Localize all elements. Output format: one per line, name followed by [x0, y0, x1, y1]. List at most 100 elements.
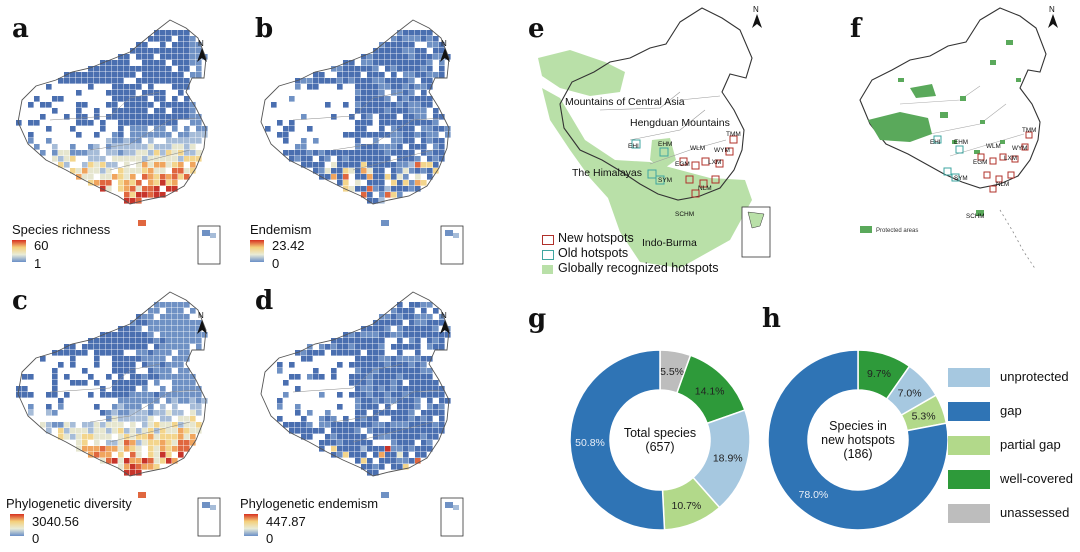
- legend-label-unassessed: unassessed: [1000, 505, 1070, 520]
- panel-label-d: d: [255, 286, 274, 316]
- legend-gradient-b: [250, 240, 264, 262]
- panel-label-f: f: [850, 14, 862, 44]
- map-phylogenetic-diversity: N: [16, 291, 221, 537]
- svg-text:N: N: [441, 39, 447, 48]
- hotspot-label-tmm: TMM: [726, 131, 741, 138]
- panel-label-b: b: [255, 14, 274, 44]
- donut-h-center-text-2: (186): [843, 447, 872, 461]
- legend-swatch-new-hotspots: [542, 235, 554, 245]
- map-species-richness: N: [16, 19, 221, 265]
- f-label-lxm: LXM: [1004, 155, 1017, 162]
- donut-h-slice-label-unprotected: 7.0%: [898, 388, 922, 400]
- legend-label-well-covered: well-covered: [1000, 471, 1073, 486]
- f-label-tmm: TMM: [1022, 127, 1036, 134]
- legend-label-new-hotspots: New hotspots: [558, 231, 634, 245]
- donut-g-slice-label-gap: 50.8%: [575, 437, 605, 449]
- f-label-ehi: EHI: [930, 139, 941, 146]
- legend-min-b: 0: [272, 256, 280, 271]
- legend-title-b: Endemism: [250, 222, 312, 237]
- legend-max-d: 447.87: [266, 514, 306, 529]
- panel-label-e: e: [528, 14, 545, 44]
- hotspot-label-sym: SYM: [658, 177, 672, 184]
- legend-title-d: Phylogenetic endemism: [240, 496, 379, 511]
- legend-max-c: 3040.56: [32, 514, 79, 529]
- f-label-wlm: WLM: [986, 143, 1001, 150]
- legend-swatch-well-covered: [948, 470, 990, 489]
- legend-max-a: 60: [34, 238, 49, 253]
- legend-swatch-unassessed: [948, 504, 990, 523]
- svg-text:N: N: [753, 5, 759, 14]
- hotspot-central-asia: [538, 50, 625, 96]
- legend-swatch-old-hotspots: [542, 250, 554, 260]
- donut-chart-total-species: 5.5% 14.1% 18.9% 10.7% 50.8% Total species(65…: [569, 349, 751, 531]
- protected-area-patches: [868, 40, 1021, 216]
- legend-title-a: Species richness: [12, 222, 111, 237]
- hotspot-label-ehm: EHM: [658, 141, 672, 148]
- f-label-egm: EGM: [973, 159, 987, 166]
- map-b-inset: [440, 225, 464, 265]
- legend-min-c: 0: [32, 531, 40, 546]
- map-a-province-lines: [49, 91, 199, 171]
- legend-max-b: 23.42: [272, 238, 305, 253]
- f-label-sym: SYM: [954, 175, 968, 182]
- donut-h-slice-label-partial-gap: 5.3%: [912, 411, 936, 423]
- map-endemism: N: [260, 19, 464, 265]
- map-d-outline: [260, 291, 450, 477]
- map-a-hainan: [138, 220, 146, 226]
- legend-label-old-hotspots: Old hotspots: [558, 246, 629, 260]
- legend-label-gap: gap: [1000, 403, 1022, 418]
- north-arrow-e: N: [752, 5, 762, 28]
- svg-text:N: N: [441, 311, 447, 320]
- map-b-cells: [265, 30, 451, 204]
- map-c-cells: [16, 302, 208, 476]
- china-outline-f: [859, 7, 1047, 189]
- hotspot-label-wlm: WLM: [690, 145, 705, 152]
- region-label-hengduan: Hengduan Mountains: [630, 117, 730, 129]
- legend-label-partial-gap: partial gap: [1000, 437, 1061, 452]
- map-d-cells: [277, 302, 451, 476]
- donut-h-center-text-0: Species in: [829, 419, 887, 433]
- region-label-himalayas: The Himalayas: [572, 167, 642, 179]
- svg-text:N: N: [198, 39, 204, 48]
- map-d-north-arrow: N: [440, 311, 450, 334]
- legend-gradient-c: [10, 514, 24, 536]
- map-d-inset: [440, 497, 464, 537]
- f-label-nlm: NLM: [996, 181, 1009, 188]
- map-b-hainan: [381, 220, 389, 226]
- legend-swatch-global-hotspots: [542, 265, 553, 274]
- map-a-cells: [16, 30, 208, 204]
- map-protected-areas: EHI EHM WLM TMM WYM EGM LXM SYM NLM SCHM…: [859, 5, 1058, 271]
- inset-box-e: [741, 206, 771, 258]
- donut-g-slice-label-unassessed: 5.5%: [660, 366, 684, 378]
- hotspot-label-lxm: LXM: [708, 159, 721, 166]
- legend-swatch-unprotected: [948, 368, 990, 387]
- north-arrow-f: N: [1048, 5, 1058, 28]
- f-label-ehm: EHM: [954, 139, 968, 146]
- donut-h-slice-gap: [767, 349, 949, 531]
- island-dashes-f: [999, 209, 1037, 271]
- donut-h-slice-label-well-covered: 9.7%: [867, 368, 891, 380]
- f-label-wym: WYM: [1012, 145, 1027, 152]
- legend-gradient-d: [244, 514, 258, 536]
- donut-g-center-text-1: (657): [645, 440, 674, 454]
- map-a-outline: [17, 19, 207, 205]
- map-c-outline: [17, 291, 207, 477]
- hotspot-label-ehi: EHI: [628, 143, 639, 150]
- map-c-north-arrow: N: [197, 311, 207, 334]
- panel-label-a: a: [12, 14, 29, 44]
- panel-label-c: c: [12, 286, 28, 316]
- region-label-central-asia: Mountains of Central Asia: [565, 96, 685, 108]
- hotspot-himalaya-indoburma: [542, 88, 752, 268]
- hotspot-label-egm: EGM: [675, 161, 690, 168]
- legend-min-d: 0: [266, 531, 274, 546]
- legend-swatch-protected-areas: [860, 226, 872, 233]
- panel-label-g: g: [528, 304, 547, 334]
- map-phylogenetic-endemism: N: [260, 291, 464, 537]
- legend-min-a: 1: [34, 256, 42, 271]
- map-b-province-lines: [292, 91, 442, 171]
- map-c-province-lines: [49, 363, 199, 443]
- legend-swatch-gap: [948, 402, 990, 421]
- legend-label-unprotected: unprotected: [1000, 369, 1069, 384]
- donut-h-slice-label-gap: 78.0%: [798, 489, 828, 501]
